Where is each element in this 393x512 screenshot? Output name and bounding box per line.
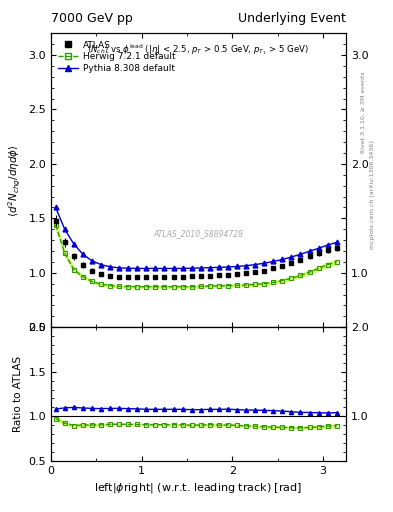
- Text: ATLAS_2010_S8894728: ATLAS_2010_S8894728: [153, 229, 244, 238]
- X-axis label: left|$\phi$right| (w.r.t. leading track) [rad]: left|$\phi$right| (w.r.t. leading track)…: [94, 481, 303, 495]
- Text: Rivet 3.1.10, ≥ 3M events: Rivet 3.1.10, ≥ 3M events: [361, 72, 366, 154]
- Legend: ATLAS, Herwig 7.2.1 default, Pythia 8.308 default: ATLAS, Herwig 7.2.1 default, Pythia 8.30…: [55, 38, 178, 76]
- Y-axis label: Ratio to ATLAS: Ratio to ATLAS: [13, 356, 23, 432]
- Text: mcplots.cern.ch [arXiv:1306.3436]: mcplots.cern.ch [arXiv:1306.3436]: [370, 140, 375, 249]
- Text: $\langle N_{ch}\rangle$ vs $\phi^{\rm lead}$ ($|\eta|$ < 2.5, $p_T$ > 0.5 GeV, $: $\langle N_{ch}\rangle$ vs $\phi^{\rm le…: [87, 42, 310, 57]
- Text: 7000 GeV pp: 7000 GeV pp: [51, 12, 133, 25]
- Text: Underlying Event: Underlying Event: [238, 12, 346, 25]
- Y-axis label: $\langle d^2 N_{chg}/d\eta d\phi\rangle$: $\langle d^2 N_{chg}/d\eta d\phi\rangle$: [7, 144, 23, 217]
